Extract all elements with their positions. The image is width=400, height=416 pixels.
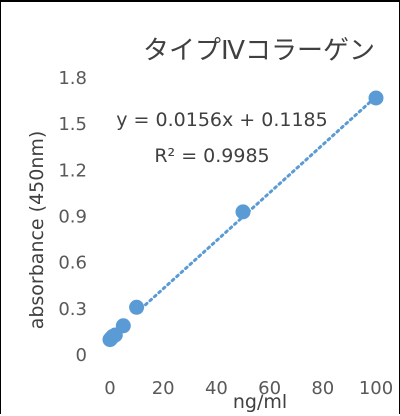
y-tick-label: 1.5 xyxy=(58,114,87,135)
y-axis-title: absorbance (450nm) xyxy=(26,131,48,330)
y-tick-label: 0.6 xyxy=(58,253,87,274)
x-axis-ticks: 0 20 40 60 80 100 xyxy=(104,378,393,399)
x-tick-label: 100 xyxy=(359,378,393,399)
y-tick-label: 0 xyxy=(76,345,87,366)
trendline-equation: y = 0.0156x + 0.1185 xyxy=(116,109,327,131)
y-axis-ticks: 0 0.3 0.6 0.9 1.2 1.5 1.8 xyxy=(58,68,87,366)
trendline-r-squared: R² = 0.9985 xyxy=(154,145,269,167)
y-tick-label: 1.8 xyxy=(58,68,87,89)
x-tick-label: 60 xyxy=(258,378,281,399)
x-tick-label: 20 xyxy=(152,378,175,399)
x-tick-label: 0 xyxy=(104,378,115,399)
y-tick-label: 1.2 xyxy=(58,160,87,181)
data-point xyxy=(368,90,384,106)
chart-title: タイプⅣコラーゲン xyxy=(143,36,375,66)
x-tick-label: 40 xyxy=(205,378,228,399)
data-point xyxy=(235,204,251,220)
data-points-layer xyxy=(102,90,384,348)
data-point xyxy=(115,318,131,334)
y-tick-label: 0.3 xyxy=(58,299,87,320)
x-tick-label: 80 xyxy=(311,378,334,399)
trendline-layer xyxy=(135,95,378,315)
x-axis-title: ng/ml xyxy=(233,391,287,413)
data-point xyxy=(129,299,145,315)
y-tick-label: 0.9 xyxy=(58,207,87,228)
trendline xyxy=(135,95,378,315)
